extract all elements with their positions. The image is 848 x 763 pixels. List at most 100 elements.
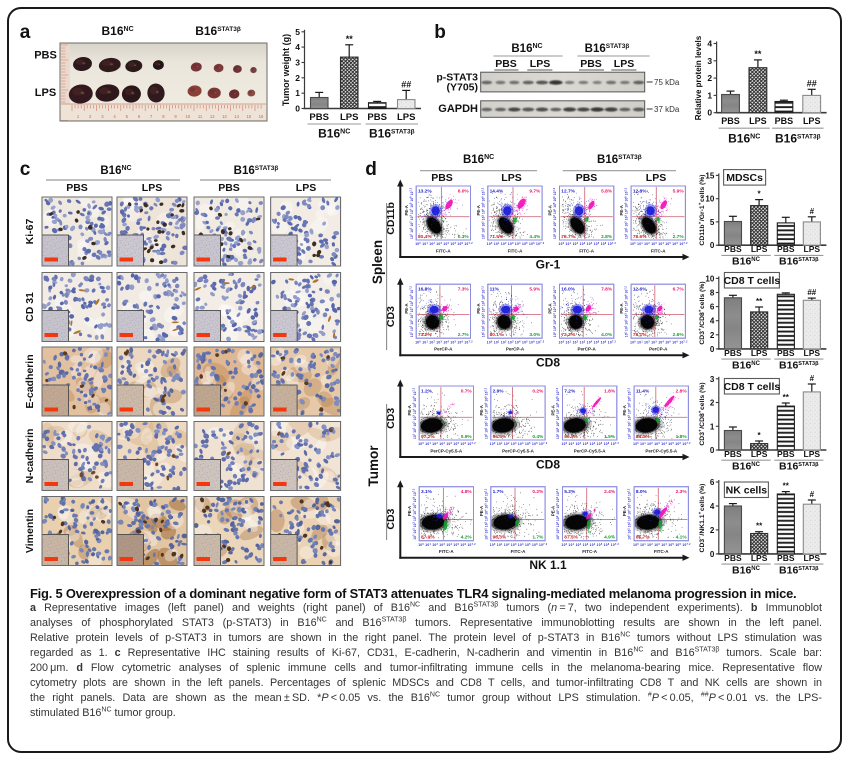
svg-text:6.7%: 6.7% xyxy=(673,287,685,293)
svg-text:14.4%: 14.4% xyxy=(490,188,504,194)
svg-text:0: 0 xyxy=(710,241,715,250)
svg-text:PerCP-Cy5.5-A: PerCP-Cy5.5-A xyxy=(430,449,463,454)
svg-text:FITC-A: FITC-A xyxy=(654,549,669,554)
svg-text:B16STAT3β: B16STAT3β xyxy=(585,43,630,55)
svg-text:1: 1 xyxy=(295,88,300,98)
svg-text:FITC-A: FITC-A xyxy=(436,249,451,254)
svg-text:14: 14 xyxy=(234,114,239,119)
svg-text:100 101 102 103 104 105 106 10: 100 101 102 103 104 105 106 107.2 xyxy=(630,242,688,246)
svg-text:PE-A: PE-A xyxy=(404,205,409,215)
svg-text:#: # xyxy=(810,374,815,383)
svg-text:16.8%: 16.8% xyxy=(418,287,432,293)
svg-text:**: ** xyxy=(783,393,790,402)
svg-text:a: a xyxy=(20,22,31,43)
svg-text:PE-A: PE-A xyxy=(476,205,481,215)
svg-text:B16STAT3β: B16STAT3β xyxy=(597,154,642,166)
svg-text:B16NC: B16NC xyxy=(728,132,760,146)
svg-text:B16NC: B16NC xyxy=(732,256,761,268)
svg-text:80.1%: 80.1% xyxy=(490,332,504,338)
svg-text:73.2%: 73.2% xyxy=(418,332,432,338)
svg-text:LPS: LPS xyxy=(530,58,550,70)
svg-text:2.7%: 2.7% xyxy=(458,332,470,338)
svg-text:PBS: PBS xyxy=(777,553,795,563)
svg-text:0.7%: 0.7% xyxy=(461,388,473,394)
svg-text:2.8%: 2.8% xyxy=(601,234,613,240)
svg-text:LPS: LPS xyxy=(751,348,768,358)
svg-text:1.7%: 1.7% xyxy=(532,535,544,541)
svg-text:5.8%: 5.8% xyxy=(601,188,613,194)
svg-text:FITC-A: FITC-A xyxy=(511,549,526,554)
svg-text:CD11b+ /Gr-1+ cells (%): CD11b+ /Gr-1+ cells (%) xyxy=(698,174,706,245)
svg-text:PBS: PBS xyxy=(576,172,598,184)
svg-text:7.2%: 7.2% xyxy=(564,388,576,394)
svg-text:(Y705): (Y705) xyxy=(446,82,478,94)
svg-text:1.7%: 1.7% xyxy=(493,489,505,495)
svg-text:PBS: PBS xyxy=(775,116,794,126)
svg-text:5.9%: 5.9% xyxy=(529,287,541,293)
svg-text:FITC-A: FITC-A xyxy=(508,249,523,254)
svg-text:96.4%: 96.4% xyxy=(493,434,507,440)
svg-text:4: 4 xyxy=(295,42,300,52)
svg-text:0.2%: 0.2% xyxy=(532,489,544,495)
svg-text:CD3: CD3 xyxy=(385,306,397,327)
svg-text:100 101 102 103 104 105 106 10: 100 101 102 103 104 105 106 107.2 xyxy=(562,442,620,446)
svg-text:2: 2 xyxy=(710,526,715,535)
svg-text:75 kDa: 75 kDa xyxy=(654,78,680,87)
svg-text:LPS: LPS xyxy=(501,172,521,184)
svg-text:LPS: LPS xyxy=(804,244,821,254)
svg-text:1: 1 xyxy=(77,114,80,119)
svg-text:Vimentin: Vimentin xyxy=(24,509,36,553)
svg-text:5.9%: 5.9% xyxy=(673,188,685,194)
svg-text:LPS: LPS xyxy=(804,348,821,358)
svg-text:Tumor: Tumor xyxy=(366,445,381,487)
svg-text:PBS: PBS xyxy=(34,50,57,62)
svg-text:FITC-A: FITC-A xyxy=(439,549,454,554)
svg-text:PE-A: PE-A xyxy=(622,506,627,516)
svg-text:100 101 102 103 104 105 106 10: 100 101 102 103 104 105 106 107.2 xyxy=(413,387,417,439)
svg-text:100 101 102 103 104 105 106 10: 100 101 102 103 104 105 106 107.2 xyxy=(625,285,629,337)
svg-text:LPS: LPS xyxy=(614,58,634,70)
svg-text:B16NC: B16NC xyxy=(732,564,761,576)
svg-text:GAPDH: GAPDH xyxy=(438,103,478,115)
svg-text:##: ## xyxy=(807,78,817,88)
svg-text:**: ** xyxy=(756,297,763,306)
svg-text:B16STAT3β: B16STAT3β xyxy=(775,132,821,146)
svg-text:PBS: PBS xyxy=(66,182,88,194)
svg-text:16.0%: 16.0% xyxy=(561,287,575,293)
svg-text:**: ** xyxy=(754,49,762,59)
svg-text:85.7%: 85.7% xyxy=(636,535,650,541)
svg-text:4.9%: 4.9% xyxy=(604,535,616,541)
svg-text:100 101 102 103 104 105 106 10: 100 101 102 103 104 105 106 107.2 xyxy=(556,387,560,439)
svg-text:B16STAT3β: B16STAT3β xyxy=(369,127,415,141)
svg-text:15: 15 xyxy=(246,114,251,119)
svg-text:3.1%: 3.1% xyxy=(421,489,433,495)
svg-text:#: # xyxy=(810,207,815,216)
svg-text:Gr-1: Gr-1 xyxy=(536,258,561,272)
svg-text:1.5%: 1.5% xyxy=(604,434,616,440)
svg-text:87.5%: 87.5% xyxy=(564,535,578,541)
svg-text:B16STAT3β: B16STAT3β xyxy=(779,256,819,268)
svg-text:1.8%: 1.8% xyxy=(676,434,688,440)
svg-text:100 101 102 103 104 105 106 10: 100 101 102 103 104 105 106 107.2 xyxy=(415,242,473,246)
svg-text:2: 2 xyxy=(295,73,300,83)
svg-text:LPS: LPS xyxy=(751,449,768,459)
svg-text:100 101 102 103 104 105 106 10: 100 101 102 103 104 105 106 107.2 xyxy=(625,187,629,239)
svg-text:16: 16 xyxy=(259,114,264,119)
svg-text:100 101 102 103 104 105 106 10: 100 101 102 103 104 105 106 107.2 xyxy=(418,442,476,446)
svg-text:100 101 102 103 104 105 106 10: 100 101 102 103 104 105 106 107.2 xyxy=(481,285,485,337)
svg-text:6: 6 xyxy=(710,478,715,487)
svg-text:LPS: LPS xyxy=(804,553,821,563)
svg-text:100 101 102 103 104 105 106 10: 100 101 102 103 104 105 106 107.2 xyxy=(628,387,632,439)
svg-text:PerCP-A: PerCP-A xyxy=(506,347,525,352)
svg-text:89.5%: 89.5% xyxy=(564,434,578,440)
svg-text:LPS: LPS xyxy=(397,112,415,123)
svg-text:PE-A: PE-A xyxy=(476,303,481,313)
svg-text:2.8%: 2.8% xyxy=(676,388,688,394)
svg-text:PBS: PBS xyxy=(580,58,602,70)
svg-text:5.2%: 5.2% xyxy=(564,489,576,495)
svg-text:FITC-A: FITC-A xyxy=(582,549,597,554)
svg-text:100 101 102 103 104 105 106 10: 100 101 102 103 104 105 106 107.2 xyxy=(559,242,617,246)
svg-text:CD3+ /CD8+ cells (%): CD3+ /CD8+ cells (%) xyxy=(698,382,706,445)
svg-text:PE-A: PE-A xyxy=(479,405,484,415)
svg-text:PBS: PBS xyxy=(724,244,742,254)
